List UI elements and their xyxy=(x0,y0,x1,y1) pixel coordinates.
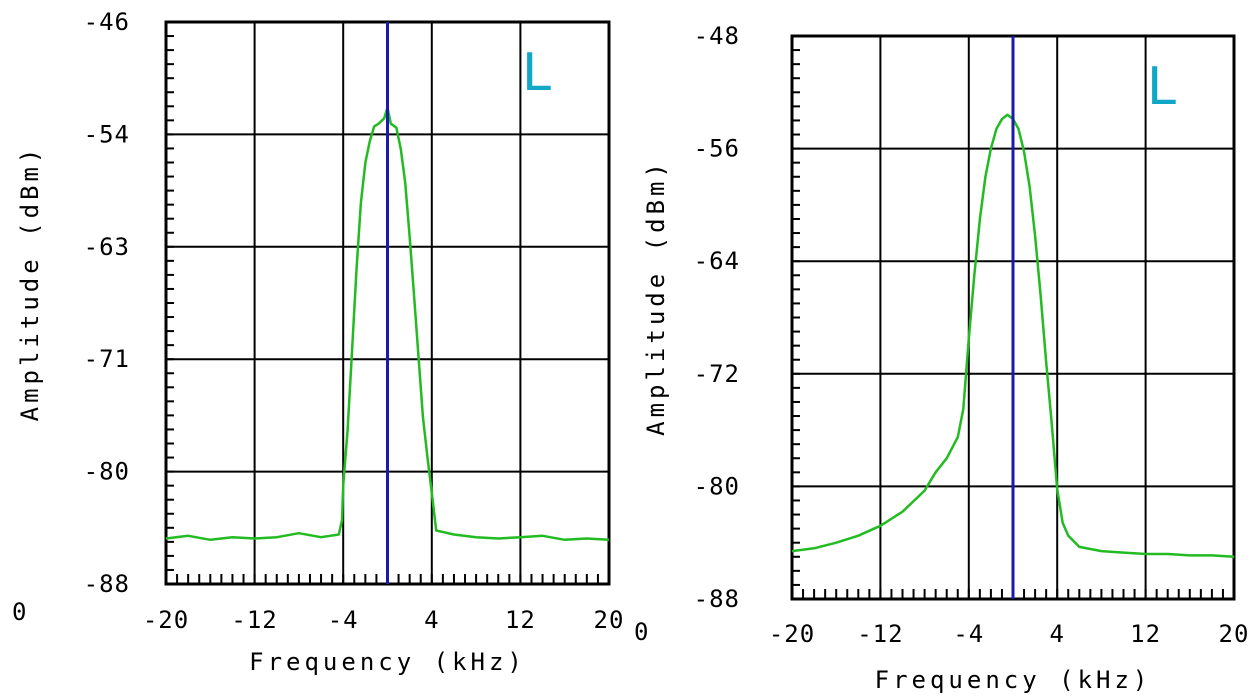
x-tick-label: -4 xyxy=(328,606,359,634)
stray-tick-label: 0 xyxy=(12,598,27,626)
x-axis-title: Frequency (kHz) xyxy=(875,666,1152,694)
y-tick-label: -71 xyxy=(84,345,130,373)
y-tick-label: -63 xyxy=(84,233,130,261)
x-tick-label: -12 xyxy=(857,620,903,648)
y-tick-label: -54 xyxy=(84,120,130,148)
marker-label: L xyxy=(522,43,551,103)
x-tick-label: 4 xyxy=(424,606,439,634)
x-tick-label: 12 xyxy=(505,606,536,634)
right-spectrum-chart: L -48 -56 -64 -72 -80 -88 -20 -12 -4 4 12 20 0 Frequen… xyxy=(634,22,1250,694)
y-tick-label: -72 xyxy=(694,360,740,388)
y-tick-label: -80 xyxy=(694,472,740,500)
x-tick-label: -4 xyxy=(953,620,984,648)
x-tick-label: -20 xyxy=(769,620,815,648)
y-axis-title: Amplitude (dBm) xyxy=(642,159,670,436)
x-axis-title: Frequency (kHz) xyxy=(249,648,526,676)
minor-ticks xyxy=(166,35,599,584)
y-tick-label: -56 xyxy=(694,135,740,163)
y-tick-label: -64 xyxy=(694,247,740,275)
left-spectrum-chart: L -46 -54 -63 -71 -80 -88 -20 -12 -4 4 12 20 0 Frequen… xyxy=(12,8,625,676)
y-tick-label: -88 xyxy=(694,585,740,613)
y-tick-label: -46 xyxy=(84,8,130,36)
x-tick-label: 20 xyxy=(1219,620,1250,648)
x-tick-label: 12 xyxy=(1130,620,1161,648)
y-axis-title: Amplitude (dBm) xyxy=(16,145,44,422)
spectrum-trace xyxy=(165,106,610,542)
x-tick-label: -12 xyxy=(231,606,277,634)
marker-label: L xyxy=(1147,57,1176,117)
y-tick-label: -48 xyxy=(694,22,740,50)
x-tick-label: 20 xyxy=(594,606,625,634)
minor-ticks xyxy=(792,49,1224,599)
y-tick-label: -80 xyxy=(84,458,130,486)
spectrum-trace xyxy=(791,113,1235,559)
x-tick-label: 4 xyxy=(1049,620,1064,648)
x-tick-label: -20 xyxy=(143,606,189,634)
y-tick-label: -88 xyxy=(84,570,130,598)
stray-tick-label: 0 xyxy=(634,618,649,646)
